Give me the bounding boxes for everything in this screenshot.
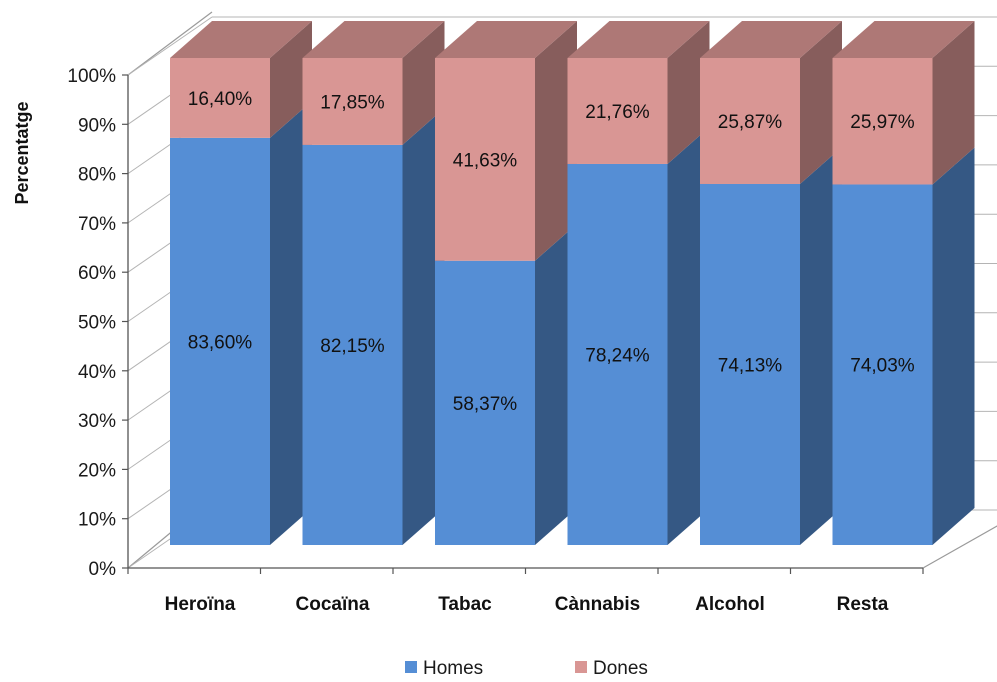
data-label-homes: 74,03%: [850, 356, 915, 377]
y-tick-label: 50%: [78, 313, 116, 334]
legend-swatch-0: [405, 661, 417, 673]
bar-dones: [170, 58, 270, 138]
bar-homes: [832, 184, 933, 545]
x-category-label: Cànnabis: [555, 594, 641, 615]
y-tick-label: 30%: [78, 411, 116, 432]
bar-side-homes: [667, 126, 710, 546]
axes: 0% 10% 20% 30% 40% 50% 60% 70% 80% 90% 100% Percent…: [12, 66, 924, 615]
bar-group-2: [435, 21, 577, 545]
data-label-dones: 17,85%: [320, 92, 385, 113]
bar-top-face: [700, 21, 842, 58]
bar-group-5: [832, 21, 975, 545]
bar-side-dones: [270, 21, 312, 138]
bar-homes: [170, 137, 270, 546]
legend-label-0: Homes: [423, 658, 483, 679]
data-label-homes: 74,13%: [718, 355, 783, 376]
y-tick-label: 60%: [78, 263, 116, 284]
floor-left-edge: [127, 528, 176, 569]
bar-side-dones: [800, 21, 842, 184]
wall-top-left-edge: [127, 11, 213, 76]
data-label-homes: 58,37%: [453, 394, 518, 415]
data-label-dones: 25,87%: [718, 112, 783, 133]
y-tick-label: 90%: [78, 115, 116, 136]
bar-top-face: [302, 21, 445, 58]
bars: [170, 21, 975, 546]
bar-group-0: [170, 21, 312, 546]
data-label-homes: 78,24%: [585, 345, 650, 366]
bar-homes: [302, 144, 403, 545]
data-label-homes: 83,60%: [188, 332, 253, 353]
bar-side-dones: [667, 21, 710, 164]
bar-top-face: [832, 21, 975, 58]
bar-dones: [700, 58, 800, 184]
bar-group-3: [567, 21, 710, 546]
bar-side-homes: [402, 107, 445, 545]
data-label-dones: 25,97%: [850, 112, 915, 133]
data-label-dones: 21,76%: [585, 102, 650, 123]
x-category-label: Resta: [837, 594, 889, 615]
bar-group-1: [302, 21, 445, 545]
legend: Homes Dones: [405, 658, 648, 679]
y-tick-label: 40%: [78, 362, 116, 383]
data-label-dones: 41,63%: [453, 150, 518, 171]
data-label-homes: 82,15%: [320, 336, 385, 357]
bar-dones: [832, 58, 933, 185]
x-category-label: Heroïna: [165, 594, 236, 615]
bar-top-face: [170, 21, 312, 58]
legend-swatch-1: [575, 661, 587, 673]
legend-label-1: Dones: [593, 658, 648, 679]
y-tick-label: 0%: [89, 559, 117, 580]
bar-side-dones: [402, 21, 445, 145]
y-tick-label: 20%: [78, 460, 116, 481]
bar-side-dones: [932, 21, 975, 185]
bar-side-homes: [800, 146, 842, 546]
x-category-label: Tabac: [438, 594, 492, 615]
x-category-label: Cocaïna: [296, 594, 370, 615]
bar-top-face: [435, 21, 577, 58]
x-category-label: Alcohol: [695, 594, 765, 615]
bar-side-homes: [535, 223, 577, 545]
y-tick-label: 10%: [78, 510, 116, 531]
y-tick-label: 80%: [78, 165, 116, 186]
gridline-side: [127, 16, 213, 76]
bar-dones: [567, 58, 668, 164]
bar-side-homes: [270, 100, 312, 546]
bar-side-dones: [535, 21, 577, 261]
bar-side-homes: [932, 147, 975, 545]
floor-right-edge: [922, 525, 997, 569]
bar-dones: [302, 58, 403, 145]
y-tick-label: 70%: [78, 214, 116, 235]
y-tick-label: 100%: [67, 66, 116, 87]
bar-group-4: [700, 21, 842, 546]
bar-homes: [567, 163, 668, 546]
bar-top-face: [567, 21, 710, 58]
bar-dones: [435, 58, 535, 261]
data-label-dones: 16,40%: [188, 89, 253, 110]
bar-homes: [700, 183, 800, 546]
bar-homes: [435, 260, 535, 545]
data-labels: 83,60% 16,40% 82,15% 17,85% 58,37% 41,63% 78,2…: [188, 89, 915, 415]
y-axis-title: Percentatge: [12, 101, 32, 204]
